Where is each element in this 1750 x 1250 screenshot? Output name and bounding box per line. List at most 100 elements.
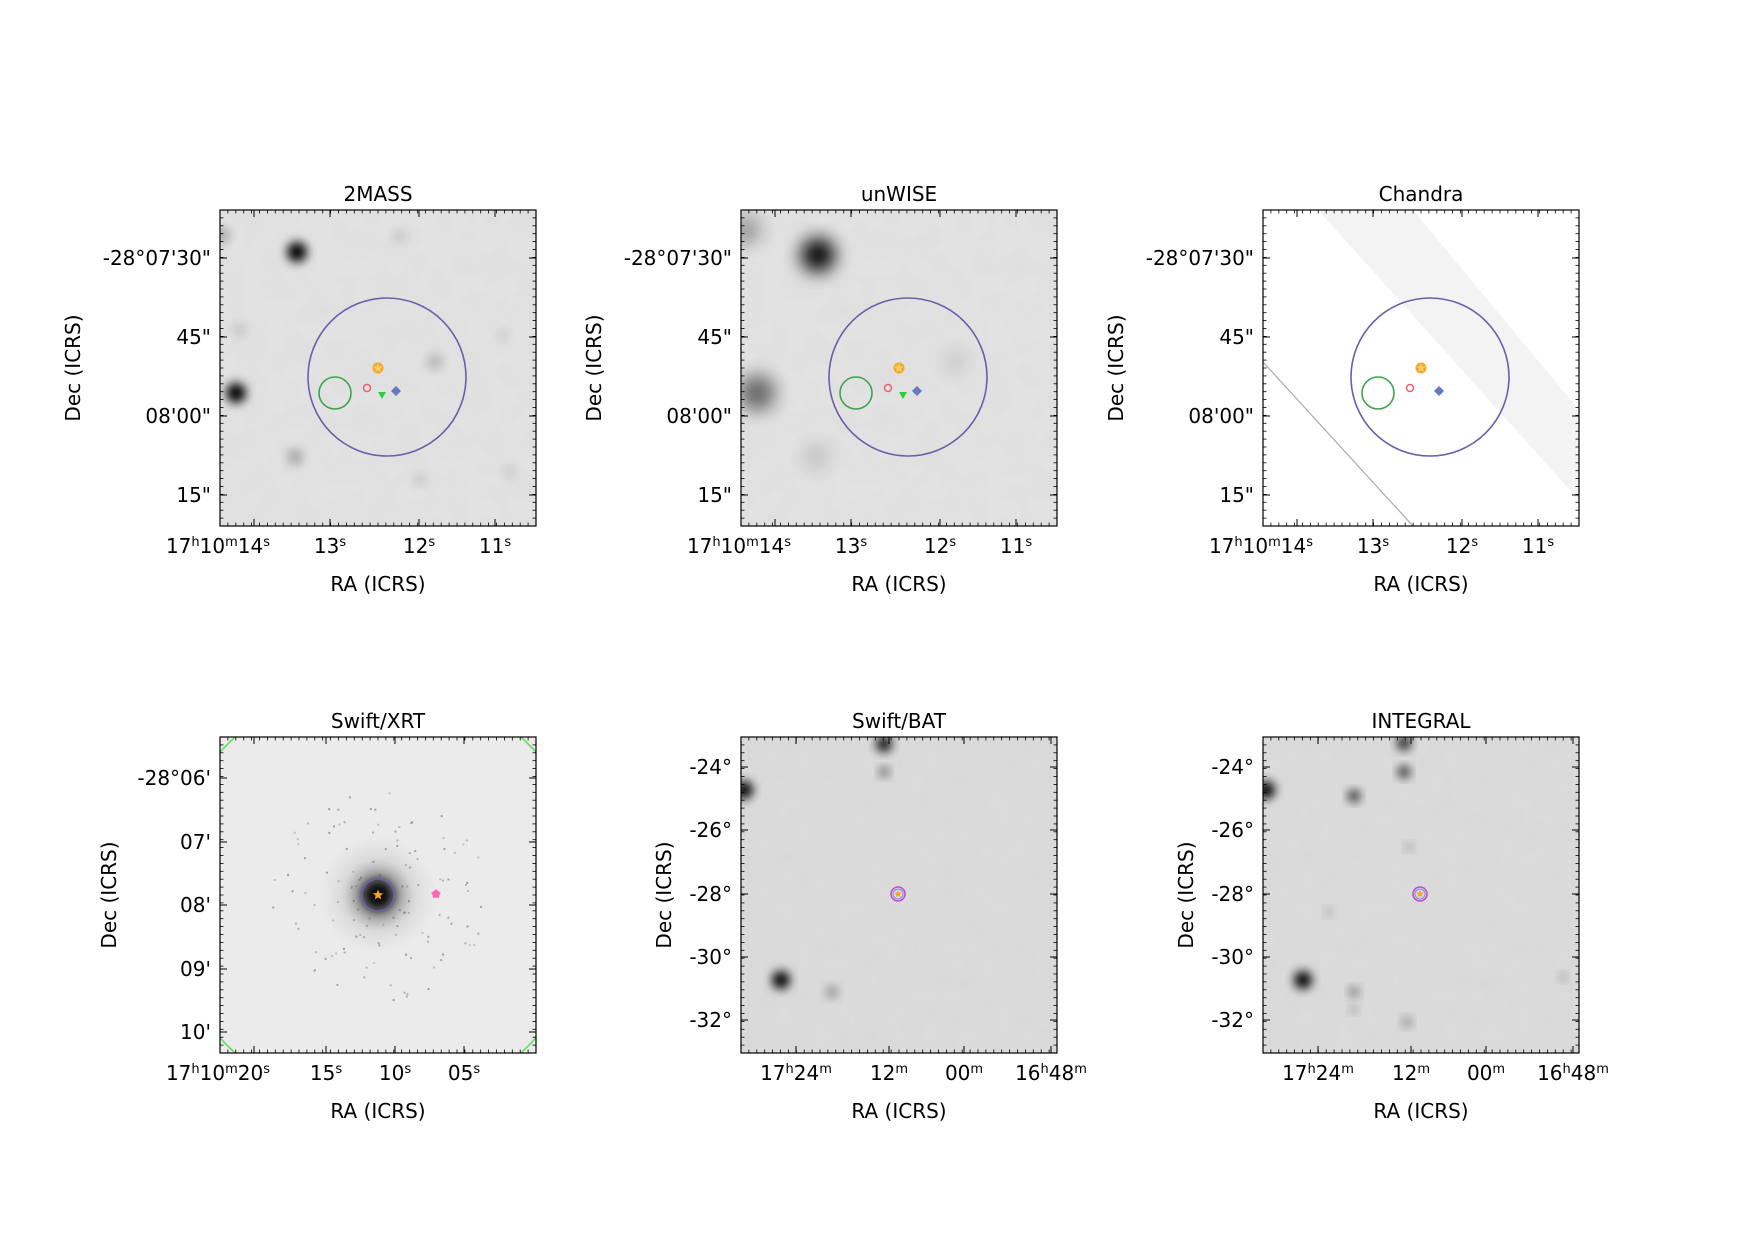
- chip-stripe: [1318, 210, 1579, 500]
- photon-event: [398, 826, 401, 829]
- photon-event: [438, 913, 441, 916]
- x-tick-label: 12m: [1392, 1061, 1430, 1085]
- x-tick-label: 16h48m: [1537, 1061, 1609, 1085]
- image-area: [1263, 210, 1579, 526]
- sky-source: [1398, 766, 1410, 778]
- red-open-circle: [1405, 383, 1415, 393]
- panel-title: Swift/BAT: [852, 709, 947, 733]
- photon-event: [355, 935, 358, 938]
- photon-event: [406, 885, 409, 888]
- panel-swift-bat: Swift/BAT 17h24m 12m 00m 16h48m -24° -26° -28° -…: [652, 709, 1087, 1123]
- photon-event: [427, 988, 430, 991]
- red-open-circle: [883, 383, 893, 393]
- photon-event: [331, 955, 334, 958]
- y-tick-label: -32°: [689, 1008, 732, 1032]
- sky-source: [1263, 781, 1275, 799]
- photon-event: [411, 821, 414, 824]
- photon-event: [373, 961, 376, 964]
- magenta-circle: [890, 886, 906, 902]
- green-triangle: [378, 392, 386, 399]
- x-axis-label: RA (ICRS): [1373, 1099, 1468, 1123]
- image-area: [741, 737, 1057, 1053]
- x-axis-label: RA (ICRS): [851, 572, 946, 596]
- sky-source: [802, 443, 830, 471]
- photon-event: [441, 953, 444, 956]
- photon-event: [350, 885, 353, 888]
- x-tick-label: 17h24m: [1282, 1061, 1354, 1085]
- sky-source: [287, 449, 303, 465]
- y-tick-label: 10': [180, 1020, 211, 1044]
- x-tick-label: 10s: [379, 1061, 411, 1085]
- photon-event: [410, 822, 413, 825]
- photon-event: [336, 983, 339, 986]
- y-tick-label: 07': [180, 830, 211, 854]
- photon-event: [407, 911, 410, 914]
- photon-event: [343, 951, 346, 954]
- photon-event: [477, 932, 480, 935]
- photon-event: [395, 933, 398, 936]
- y-tick-label: -32°: [1211, 1008, 1254, 1032]
- photon-event: [480, 905, 483, 908]
- x-axis-label: RA (ICRS): [851, 1099, 946, 1123]
- y-tick-label: -26°: [1211, 818, 1254, 842]
- sky-source: [1405, 843, 1413, 851]
- sky-source: [741, 781, 753, 799]
- photon-event: [313, 969, 316, 972]
- photon-event: [382, 923, 385, 926]
- photon-event: [466, 881, 469, 884]
- photon-event: [307, 822, 310, 825]
- y-tick-label: 08'00": [666, 404, 732, 428]
- orange-star: [1416, 363, 1426, 372]
- x-tick-label: 13s: [314, 534, 346, 558]
- sky-source: [1402, 1017, 1412, 1027]
- photon-event: [464, 942, 467, 945]
- sky-source: [1397, 737, 1411, 750]
- photon-event: [401, 885, 404, 888]
- photon-event: [337, 808, 340, 811]
- y-axis-label: Dec (ICRS): [652, 841, 676, 948]
- photon-event: [368, 917, 371, 920]
- region-circle: [361, 878, 395, 912]
- photon-event: [342, 947, 345, 950]
- sky-source: [1349, 987, 1359, 997]
- panel-title: Chandra: [1379, 182, 1464, 206]
- x-tick-label: 11s: [1000, 534, 1032, 558]
- panel-chandra: Chandra 17h10m14s 13s 12s 11s -28°07'30" 45" 08…: [1104, 182, 1580, 596]
- photon-event: [273, 878, 276, 881]
- photon-event: [408, 852, 411, 855]
- photon-event: [389, 984, 392, 987]
- x-tick-label: 11s: [1522, 534, 1554, 558]
- y-tick-label: 15": [697, 483, 732, 507]
- x-tick-label: 05s: [448, 1061, 480, 1085]
- y-tick-label: -30°: [1211, 945, 1254, 969]
- y-tick-label: -30°: [689, 945, 732, 969]
- sky-source: [497, 329, 509, 341]
- green-circle: [318, 376, 352, 410]
- photon-event: [462, 843, 465, 846]
- image-area: [741, 210, 1057, 526]
- x-tick-label: 12s: [924, 534, 956, 558]
- y-axis-label: Dec (ICRS): [1174, 841, 1198, 948]
- photon-event: [369, 807, 372, 810]
- x-tick-label: 17h10m14s: [687, 534, 791, 558]
- x-tick-label: 13s: [835, 534, 867, 558]
- x-tick-label: 15s: [310, 1061, 342, 1085]
- photon-event: [359, 876, 362, 879]
- x-tick-label: 17h10m14s: [166, 534, 270, 558]
- photon-event: [466, 925, 469, 928]
- green-triangle: [899, 392, 907, 399]
- y-tick-label: 09': [180, 957, 211, 981]
- photon-event: [379, 874, 382, 877]
- photon-event: [396, 844, 399, 847]
- x-tick-label: 13s: [1357, 534, 1389, 558]
- sky-source: [414, 474, 426, 486]
- y-tick-label: -28°07'30": [103, 246, 211, 270]
- photon-event: [337, 880, 340, 883]
- y-tick-label: -24°: [689, 755, 732, 779]
- region-circle: [828, 297, 988, 457]
- panel-title: INTEGRAL: [1371, 709, 1471, 733]
- y-tick-label: 15": [1219, 483, 1254, 507]
- sky-source: [1559, 973, 1567, 981]
- photon-event: [335, 952, 338, 955]
